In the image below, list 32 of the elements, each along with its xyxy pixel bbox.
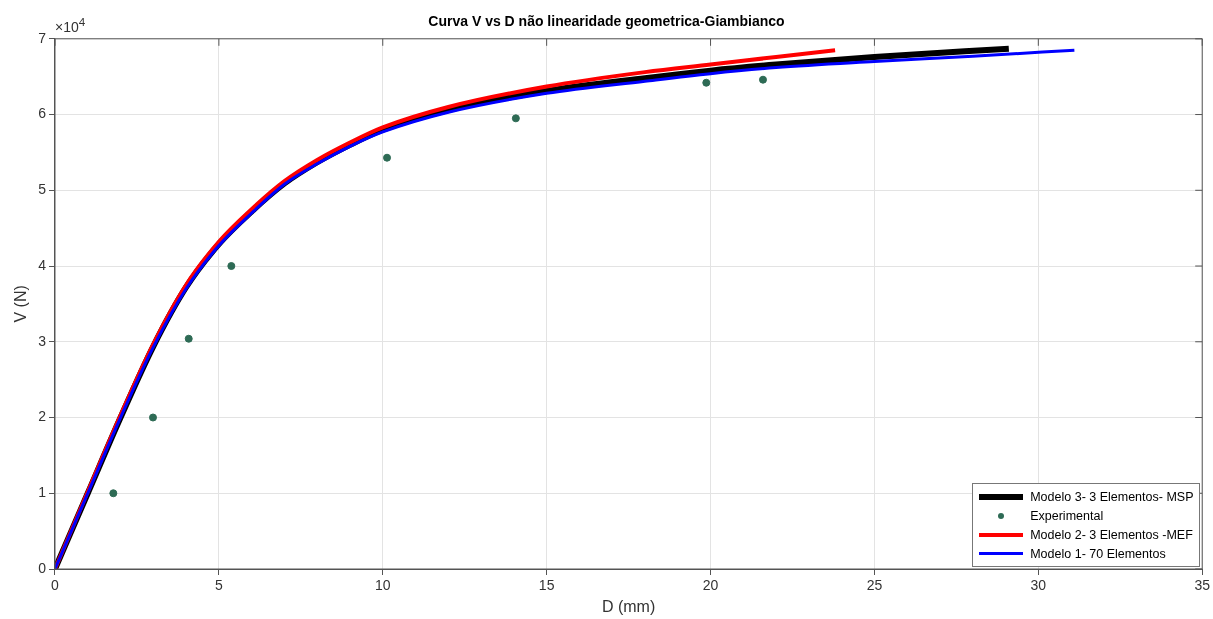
- x-tick-label: 30: [1030, 577, 1047, 594]
- y-tick-label: 6: [38, 105, 47, 122]
- legend-label: Experimental: [1030, 508, 1104, 523]
- y-tick-label: 5: [38, 181, 47, 198]
- y-tick-label: 1: [38, 484, 47, 501]
- legend-label: Modelo 1- 70 Elementos: [1030, 546, 1166, 561]
- x-tick-label: 5: [214, 577, 223, 594]
- y-tick-label: 3: [38, 332, 47, 349]
- text: ×10$^{4}$: [54, 14, 86, 35]
- point: [383, 153, 392, 162]
- legend-label: Modelo 2- 3 Elementos -MEF: [1030, 527, 1193, 542]
- x-tick-label: 10: [374, 577, 391, 594]
- y-tick-label: 0: [38, 559, 47, 576]
- point: [702, 78, 711, 87]
- y-tick-label: 2: [38, 408, 47, 425]
- x-tick-label: 20: [702, 577, 719, 594]
- point: [109, 489, 118, 498]
- y-tick-label: 4: [38, 256, 47, 273]
- x-tick-label: 15: [538, 577, 555, 594]
- chart-title: Curva V vs D não linearidade geometrica-Giambianco: [428, 13, 785, 30]
- x-tick-label: 35: [1194, 577, 1211, 594]
- x-tick-label: 25: [866, 577, 883, 594]
- point: [148, 413, 157, 422]
- point: [511, 114, 520, 123]
- point: [227, 262, 236, 271]
- y-tick-label: 7: [38, 29, 47, 46]
- point: [758, 75, 767, 84]
- legend-label: Modelo 3- 3 Elementos- MSP: [1030, 489, 1194, 504]
- x-tick-label: 0: [51, 577, 60, 594]
- y-axis-title: V (N): [12, 285, 30, 323]
- point: [184, 334, 193, 343]
- x-axis-title: D (mm): [601, 597, 656, 615]
